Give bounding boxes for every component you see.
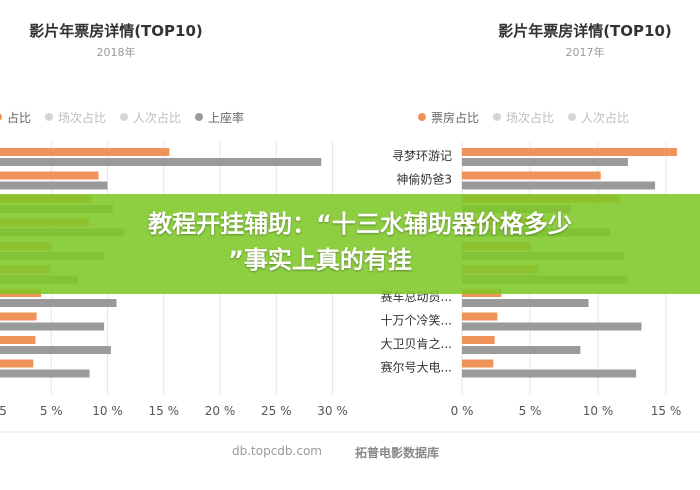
- legend-left: 占比 场次占比 人次占比 上座率: [0, 109, 258, 125]
- legend-label: 票房占比: [431, 110, 480, 125]
- bar-box-office: [462, 312, 498, 321]
- legend-dot: [568, 113, 577, 121]
- chart-title-left: 影片年票房详情(TOP10): [29, 22, 203, 40]
- banner-line-2: ”事实上真的有挂: [228, 246, 412, 274]
- bar-occupancy: [0, 299, 117, 307]
- x-tick-label: 0 %: [451, 404, 474, 418]
- legend-item-admissions: 人次占比: [568, 109, 629, 126]
- x-tick-label: 5: [0, 404, 7, 418]
- legend-dot: [493, 113, 502, 121]
- x-tick-label: 15 %: [149, 404, 180, 418]
- bar-occupancy: [462, 346, 581, 354]
- footer-brand: 拓普电影数据库: [355, 446, 440, 460]
- overlay-banner-text: 教程开挂辅助：“十三水辅助器价格多少 ”事实上真的有挂: [0, 206, 700, 278]
- bar-occupancy: [462, 158, 628, 166]
- bar-box-office: [462, 336, 495, 344]
- footer-source: db.topcdb.com: [232, 444, 322, 458]
- bar-occupancy: [462, 369, 637, 378]
- x-tick-label: 25 %: [261, 404, 292, 418]
- legend-label: 人次占比: [133, 110, 182, 125]
- bar-box-office: [462, 171, 601, 180]
- bar-occupancy: [462, 181, 656, 190]
- legend-item-box-office: 占比: [0, 109, 31, 126]
- legend-dot: [195, 113, 204, 121]
- bar-occupancy: [0, 346, 111, 354]
- x-tick-label: 20 %: [205, 404, 236, 418]
- legend-label: 上座率: [208, 110, 245, 125]
- bar-box-office: [0, 148, 170, 156]
- legend-label: 场次占比: [506, 110, 555, 125]
- bar-box-office: [0, 312, 37, 321]
- legend-label: 人次占比: [581, 110, 630, 125]
- category-label: 十万个冷笑...: [381, 313, 452, 328]
- bar-occupancy: [462, 299, 589, 307]
- bar-occupancy: [0, 369, 90, 378]
- x-tick-label: 15 %: [651, 404, 682, 418]
- footer: db.topcdb.com 拓普电影数据库: [0, 430, 700, 470]
- legend-dot: [120, 113, 129, 121]
- chart-subtitle-right: 2017年: [565, 46, 605, 59]
- bar-box-office: [462, 148, 677, 156]
- x-tick-label: 5 %: [519, 404, 542, 418]
- legend-right: 票房占比 场次占比 人次占比: [418, 109, 643, 125]
- chart-subtitle-left: 2018年: [96, 46, 136, 59]
- bar-box-office: [0, 336, 36, 344]
- legend-label: 占比: [7, 110, 32, 125]
- category-label: 神偷奶爸3: [396, 172, 452, 187]
- bar-box-office: [462, 359, 494, 368]
- bar-box-office: [0, 359, 34, 368]
- legend-dot: [418, 113, 426, 121]
- category-label: 赛尔号大电...: [381, 360, 452, 375]
- legend-item-box-office: 票房占比: [418, 109, 479, 126]
- banner-line-1: 教程开挂辅助：“十三水辅助器价格多少: [148, 210, 572, 238]
- bar-occupancy: [0, 158, 322, 166]
- bar-box-office: [0, 171, 99, 180]
- bar-occupancy: [0, 181, 108, 190]
- legend-dot: [0, 113, 2, 121]
- x-tick-label: 10 %: [92, 404, 123, 418]
- category-label: 寻梦环游记: [392, 149, 452, 163]
- legend-item-screenings: 场次占比: [45, 109, 106, 126]
- x-tick-label: 10 %: [583, 404, 614, 418]
- x-tick-label: 5 %: [40, 404, 63, 418]
- legend-item-occupancy: 上座率: [195, 109, 244, 126]
- x-tick-label: 30 %: [317, 404, 348, 418]
- overlay-banner: [0, 194, 700, 294]
- legend-label: 场次占比: [58, 110, 107, 125]
- legend-item-admissions: 人次占比: [120, 109, 181, 126]
- chart-title-right: 影片年票房详情(TOP10): [498, 22, 672, 40]
- legend-item-screenings: 场次占比: [493, 109, 554, 126]
- bar-occupancy: [462, 322, 642, 331]
- category-label: 大卫贝肯之...: [381, 337, 452, 351]
- bar-occupancy: [0, 322, 105, 331]
- legend-dot: [45, 113, 54, 121]
